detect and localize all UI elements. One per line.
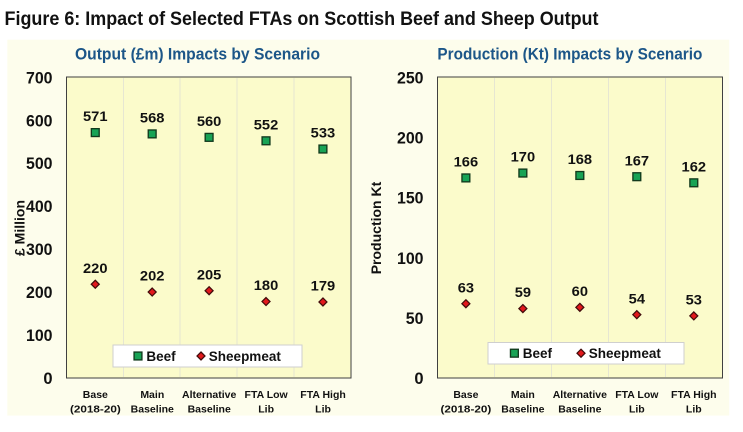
svg-text:150: 150 (397, 190, 424, 208)
svg-text:400: 400 (26, 198, 53, 216)
svg-text:Figure 6: Impact of Selected F: Figure 6: Impact of Selected FTAs on Sco… (5, 9, 600, 30)
svg-text:200: 200 (397, 129, 424, 147)
svg-text:0: 0 (43, 370, 52, 388)
svg-text:168: 168 (568, 151, 593, 167)
svg-text:Lib: Lib (686, 404, 702, 416)
svg-text:Baseline: Baseline (188, 404, 231, 416)
svg-text:FTA High: FTA High (300, 389, 346, 401)
svg-text:54: 54 (629, 290, 646, 306)
svg-text:533: 533 (311, 125, 336, 141)
svg-text:(2018-20): (2018-20) (70, 404, 121, 416)
svg-text:571: 571 (83, 108, 108, 124)
svg-text:600: 600 (26, 112, 53, 130)
svg-text:Main: Main (140, 389, 164, 401)
svg-text:700: 700 (26, 69, 53, 87)
svg-text:Main: Main (511, 389, 535, 401)
svg-text:202: 202 (140, 268, 165, 284)
svg-text:Baseline: Baseline (131, 404, 174, 416)
svg-text:166: 166 (454, 154, 479, 170)
svg-text:59: 59 (515, 284, 532, 300)
svg-text:53: 53 (686, 292, 703, 308)
svg-text:Baseline: Baseline (501, 404, 544, 416)
svg-text:200: 200 (26, 284, 53, 302)
svg-text:Production (Kt) Impacts by Sce: Production (Kt) Impacts by Scenario (437, 45, 702, 64)
svg-text:Beef: Beef (146, 349, 176, 364)
svg-text:250: 250 (397, 69, 424, 87)
svg-text:220: 220 (83, 260, 108, 276)
svg-text:63: 63 (458, 279, 475, 295)
svg-text:179: 179 (311, 278, 336, 294)
svg-text:205: 205 (197, 266, 222, 282)
svg-text:50: 50 (406, 310, 424, 328)
svg-text:Base: Base (83, 389, 108, 401)
svg-text:100: 100 (397, 250, 424, 268)
svg-text:Base: Base (453, 389, 478, 401)
svg-text:560: 560 (197, 113, 222, 129)
svg-text:FTA Low: FTA Low (245, 389, 289, 401)
svg-text:167: 167 (625, 152, 650, 168)
svg-text:Sheepmeat: Sheepmeat (589, 346, 662, 361)
svg-text:552: 552 (254, 116, 279, 132)
svg-text:FTA High: FTA High (671, 389, 717, 401)
svg-text:Lib: Lib (258, 404, 274, 416)
svg-text:Beef: Beef (523, 346, 553, 361)
svg-text:Sheepmeat: Sheepmeat (209, 349, 282, 364)
svg-text:Baseline: Baseline (558, 404, 601, 416)
svg-text:170: 170 (511, 149, 536, 165)
svg-text:100: 100 (26, 327, 53, 345)
svg-text:(2018-20): (2018-20) (440, 404, 491, 416)
svg-text:568: 568 (140, 110, 165, 126)
svg-text:FTA Low: FTA Low (615, 389, 659, 401)
svg-text:£ Million: £ Million (12, 200, 28, 256)
svg-text:300: 300 (26, 241, 53, 259)
svg-text:Output (£m) Impacts by Scenari: Output (£m) Impacts by Scenario (75, 45, 320, 64)
svg-text:180: 180 (254, 277, 279, 293)
svg-text:Lib: Lib (315, 404, 331, 416)
svg-text:0: 0 (414, 370, 423, 388)
svg-text:Lib: Lib (629, 404, 645, 416)
svg-text:Alternative: Alternative (553, 389, 607, 401)
svg-text:Alternative: Alternative (182, 389, 236, 401)
svg-text:Production Kt: Production Kt (368, 181, 384, 274)
svg-text:500: 500 (26, 155, 53, 173)
svg-text:60: 60 (572, 283, 589, 299)
svg-text:162: 162 (682, 158, 707, 174)
